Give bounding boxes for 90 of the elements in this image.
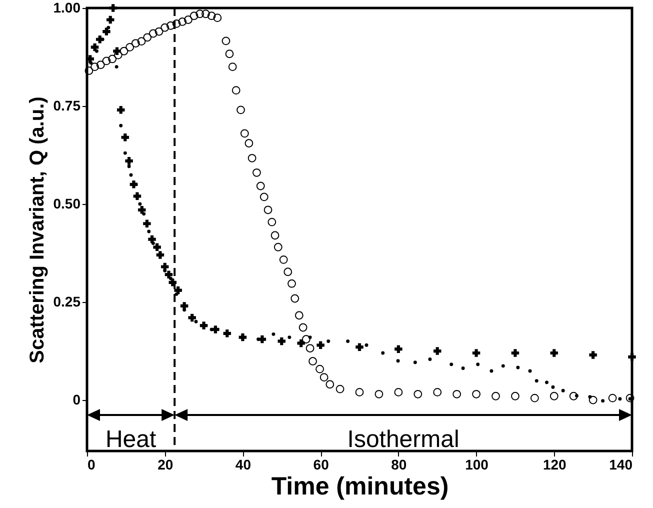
point (125, 157, 133, 165)
y-tick-label: 0.75 (53, 98, 81, 114)
point (123, 151, 127, 155)
y-tick-label: 0.50 (53, 196, 81, 212)
point (534, 379, 538, 383)
point (153, 243, 161, 252)
point (450, 362, 454, 366)
x-tick-label: 0 (88, 456, 96, 472)
point (174, 286, 182, 294)
point (346, 340, 350, 343)
x-tick-label: 140 (609, 456, 633, 472)
point (316, 341, 324, 350)
point (472, 349, 480, 357)
x-tick-label: 60 (313, 456, 330, 472)
point (163, 268, 167, 272)
point (256, 338, 260, 341)
point (618, 397, 622, 401)
y-tick-label: 0 (72, 392, 81, 408)
point (433, 347, 442, 355)
point (174, 292, 178, 296)
point (95, 49, 98, 53)
point (297, 339, 305, 348)
point (238, 333, 247, 342)
point (119, 124, 123, 128)
point (148, 235, 156, 244)
point (516, 366, 520, 370)
annotation: Isothermal (347, 426, 460, 453)
y-tick-label: 1.00 (53, 0, 81, 16)
point (143, 220, 151, 228)
y-axis-title: Scattering Invariant, Q (a.u.) (26, 96, 48, 364)
point (116, 106, 125, 114)
point (551, 385, 555, 389)
x-tick-label: 120 (542, 456, 567, 472)
point (589, 351, 597, 359)
point (574, 394, 578, 398)
point (133, 192, 142, 200)
point (501, 364, 505, 368)
point (356, 343, 364, 351)
point (138, 206, 146, 214)
point (545, 380, 548, 384)
point (550, 349, 558, 357)
point (168, 276, 172, 280)
point (142, 212, 146, 216)
point (138, 202, 142, 206)
point (396, 359, 400, 363)
point (129, 173, 133, 177)
point (628, 353, 636, 361)
x-tick-label: 20 (158, 456, 174, 472)
point (102, 28, 110, 36)
x-tick-label: 100 (465, 456, 489, 472)
point (127, 164, 131, 168)
point (113, 47, 121, 55)
point (461, 366, 465, 370)
point (90, 43, 99, 52)
point (182, 308, 186, 312)
point (528, 369, 532, 373)
point (114, 65, 118, 69)
point (188, 314, 196, 322)
point (151, 241, 155, 245)
point (428, 358, 432, 361)
point (381, 351, 385, 355)
x-tick-label: 40 (235, 456, 252, 472)
point (561, 388, 565, 392)
point (364, 343, 368, 347)
point (164, 270, 173, 278)
point (308, 336, 312, 340)
point (490, 369, 494, 373)
point (394, 345, 402, 353)
x-axis-title: Time (minutes) (271, 472, 449, 500)
point (288, 336, 292, 340)
point (476, 362, 480, 366)
point (121, 134, 130, 142)
point (413, 360, 417, 364)
point (223, 330, 232, 338)
point (588, 395, 592, 399)
point (511, 349, 520, 357)
point (601, 399, 605, 403)
point (106, 16, 114, 24)
point (147, 230, 151, 234)
point (326, 340, 330, 343)
point (272, 332, 276, 336)
point (89, 61, 93, 65)
point (109, 4, 117, 12)
x-tick-label: 80 (391, 456, 407, 472)
point (194, 320, 198, 324)
annotation: Heat (105, 426, 156, 453)
point (200, 322, 208, 330)
point (106, 26, 110, 30)
y-tick-label: 0.25 (53, 294, 81, 310)
point (278, 337, 286, 346)
